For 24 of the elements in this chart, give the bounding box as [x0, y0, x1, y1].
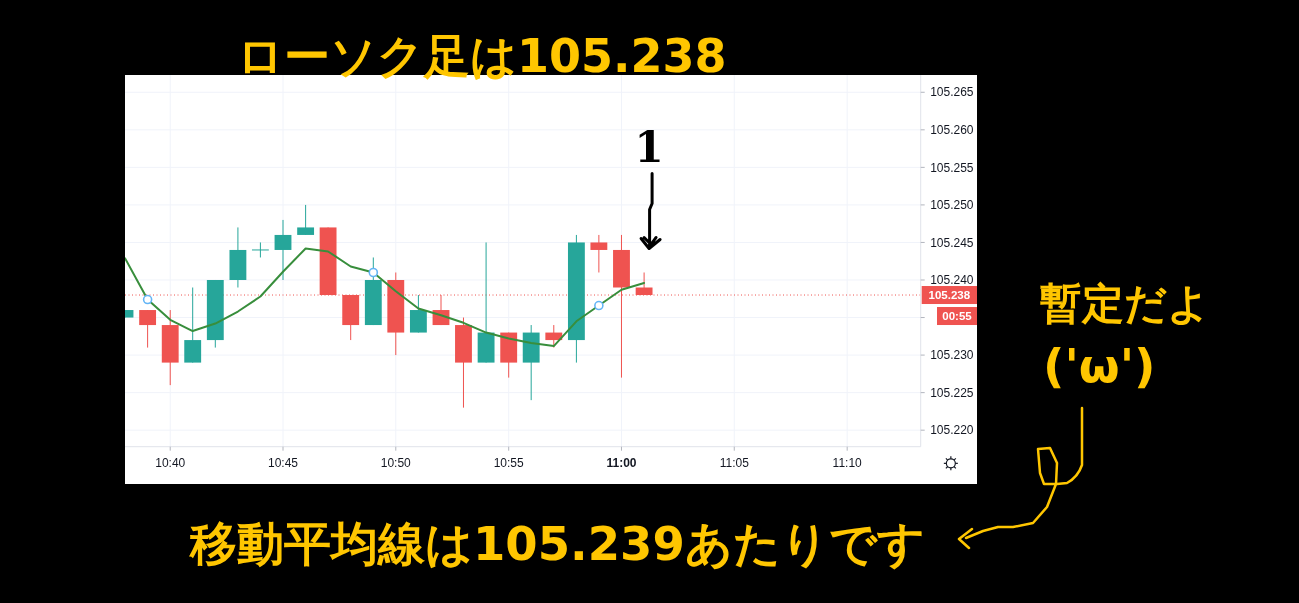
- y-tick: 105.225: [930, 385, 974, 400]
- y-tick: 105.245: [930, 235, 974, 250]
- annotation: 1: [634, 123, 664, 173]
- y-tick: 105.220: [930, 423, 974, 438]
- ref-label: 105.238: [921, 286, 977, 304]
- x-tick: 10:55: [493, 455, 524, 470]
- y-tick: 105.255: [930, 160, 974, 175]
- ref-line-label: 105.238: [928, 289, 971, 302]
- x-tick: 10:45: [268, 455, 298, 470]
- x-tick: 10:50: [380, 455, 411, 470]
- y-tick: 105.260: [930, 123, 974, 137]
- title: ローソク足は105.238: [237, 29, 727, 83]
- y-tick: 105.265: [930, 85, 974, 100]
- y-tick: 105.240: [930, 273, 974, 288]
- countdown-label: 00:55: [937, 307, 977, 325]
- annotation: 暫定だよ: [1040, 279, 1210, 328]
- x-tick: 11:10: [832, 455, 862, 470]
- x-tick: 11:00: [606, 455, 637, 470]
- y-tick: 105.230: [930, 348, 974, 363]
- x-tick: 10:40: [155, 455, 186, 470]
- annotation: 移動平均線は105.239あたりです: [190, 517, 925, 571]
- x-tick: 11:05: [719, 455, 749, 470]
- annotation: ('ω'): [1043, 338, 1156, 393]
- y-tick: 105.250: [930, 198, 974, 213]
